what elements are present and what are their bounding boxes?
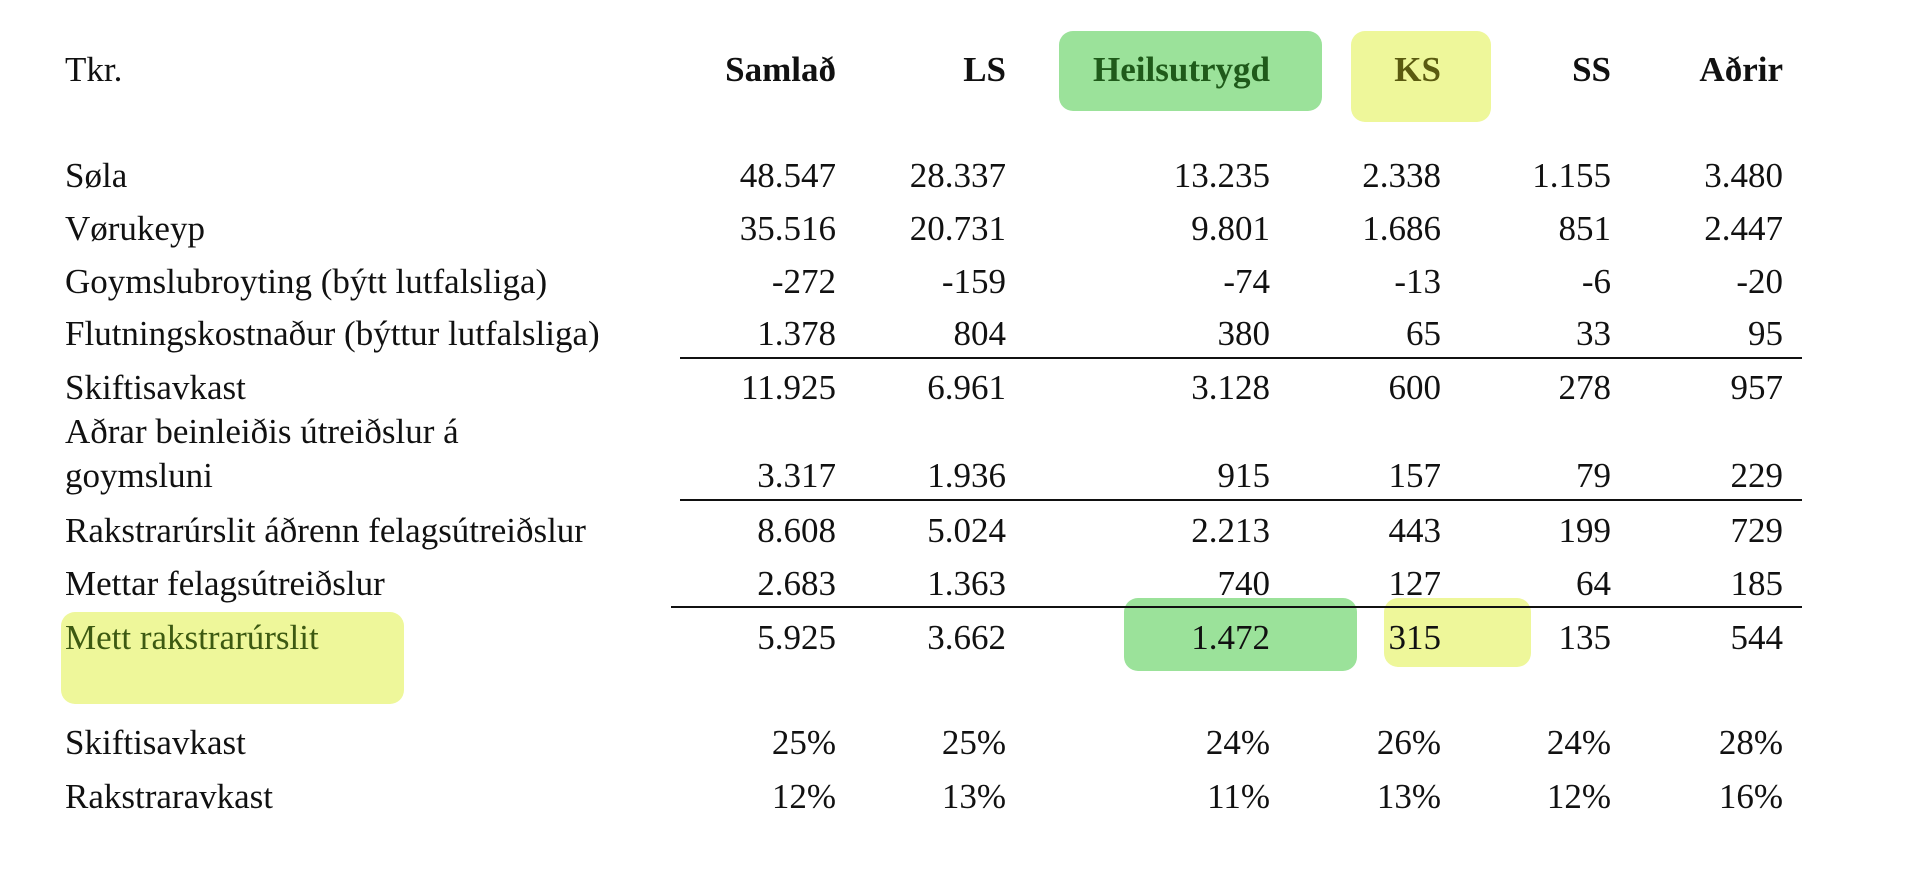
row-label: Flutningskostnaður (býttur lutfalsliga): [65, 314, 600, 353]
cell: 915: [1217, 456, 1271, 495]
cell: 199: [1558, 511, 1612, 550]
cell: 229: [1730, 456, 1784, 495]
row-label: Vørukeyp: [65, 209, 205, 248]
cell: 13.235: [1173, 156, 1270, 195]
highlight-yellow: [1351, 31, 1491, 122]
cell: 79: [1576, 456, 1611, 495]
cell: 804: [953, 314, 1007, 353]
cell: 20.731: [909, 209, 1006, 248]
row-label: Rakstraravkast: [65, 777, 273, 816]
cell: -74: [1223, 262, 1270, 301]
cell: 135: [1558, 618, 1612, 657]
cell: 16%: [1718, 777, 1783, 816]
cell: 729: [1730, 511, 1784, 550]
cell: 24%: [1205, 723, 1270, 762]
cell: 95: [1748, 314, 1783, 353]
cell: 3.662: [927, 618, 1006, 657]
column-header: SS: [1572, 50, 1611, 89]
unit-label: Tkr.: [65, 50, 123, 89]
cell: -13: [1394, 262, 1441, 301]
cell: 851: [1558, 209, 1612, 248]
cell: 65: [1406, 314, 1441, 353]
column-header: Heilsutrygd: [1093, 50, 1270, 89]
cell: 28%: [1718, 723, 1783, 762]
row-label: Goymslubroyting (býtt lutfalsliga): [65, 262, 548, 301]
cell: -6: [1581, 262, 1611, 301]
cell: 157: [1388, 456, 1442, 495]
cell: 25%: [941, 723, 1006, 762]
rule: [671, 606, 1802, 608]
cell: 1.363: [927, 564, 1006, 603]
cell: 544: [1730, 618, 1784, 657]
cell: 3.480: [1704, 156, 1783, 195]
cell: 48.547: [739, 156, 836, 195]
row-label: Søla: [65, 156, 128, 195]
cell: 380: [1217, 314, 1271, 353]
column-header: Samlað: [725, 50, 836, 89]
cell: 315: [1388, 618, 1442, 657]
cell: 8.608: [757, 511, 836, 550]
highlight-green: [1059, 31, 1322, 111]
cell: 13%: [1376, 777, 1441, 816]
highlight-yellow: [61, 612, 404, 704]
cell: 2.338: [1362, 156, 1441, 195]
cell: 13%: [941, 777, 1006, 816]
row-label: Mett rakstrarúrslit: [65, 618, 319, 657]
cell: 6.961: [927, 368, 1006, 407]
highlight-green: [1124, 598, 1357, 671]
cell: 11%: [1207, 777, 1270, 816]
row-label: Skiftisavkast: [65, 723, 246, 762]
cell: 1.472: [1191, 618, 1270, 657]
cell: 740: [1217, 564, 1271, 603]
cell: 26%: [1376, 723, 1441, 762]
cell: 1.155: [1532, 156, 1611, 195]
column-header: LS: [963, 50, 1006, 89]
row-label: Aðrar beinleiðis útreiðslur á goymsluni: [65, 412, 459, 495]
cell: 12%: [1546, 777, 1611, 816]
cell: 278: [1558, 368, 1612, 407]
cell: 9.801: [1191, 209, 1270, 248]
cell: 185: [1730, 564, 1784, 603]
highlight-yellow: [1384, 598, 1531, 667]
column-header: KS: [1394, 50, 1441, 89]
cell: 1.378: [757, 314, 836, 353]
cell: -20: [1736, 262, 1783, 301]
cell: 28.337: [909, 156, 1006, 195]
cell: 5.024: [927, 511, 1006, 550]
cell: 2.683: [757, 564, 836, 603]
cell: 957: [1730, 368, 1784, 407]
rule: [680, 499, 1802, 501]
cell: 35.516: [739, 209, 836, 248]
cell: -272: [771, 262, 836, 301]
cell: 11.925: [741, 368, 836, 407]
cell: 3.317: [757, 456, 836, 495]
cell: 64: [1576, 564, 1611, 603]
cell: 127: [1388, 564, 1442, 603]
cell: 24%: [1546, 723, 1611, 762]
row-label: Mettar felagsútreiðslur: [65, 564, 385, 603]
cell: -159: [941, 262, 1006, 301]
cell: 5.925: [757, 618, 836, 657]
cell: 3.128: [1191, 368, 1270, 407]
cell: 600: [1388, 368, 1442, 407]
row-label: Skiftisavkast: [65, 368, 246, 407]
row-label: Rakstrarúrslit áðrenn felagsútreiðslur: [65, 511, 586, 550]
cell: 443: [1388, 511, 1442, 550]
cell: 1.686: [1362, 209, 1441, 248]
rule: [680, 357, 1802, 359]
column-header: Aðrir: [1699, 50, 1783, 89]
cell: 2.213: [1191, 511, 1270, 550]
cell: 25%: [771, 723, 836, 762]
cell: 1.936: [927, 456, 1006, 495]
cell: 12%: [771, 777, 836, 816]
cell: 33: [1576, 314, 1611, 353]
cell: 2.447: [1704, 209, 1783, 248]
